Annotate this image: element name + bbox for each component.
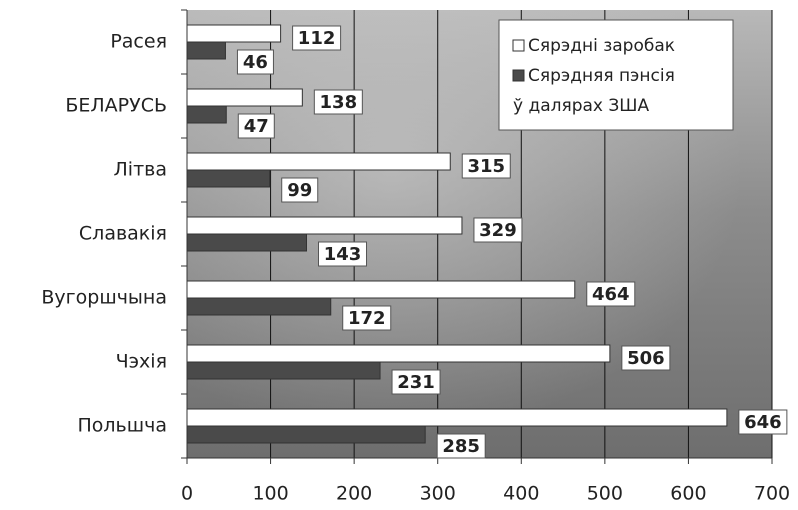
x-tick-label: 300 (420, 483, 456, 505)
legend-label: Сярэдняя пэнсія (528, 66, 675, 86)
value-label: 143 (324, 244, 362, 265)
bar (186, 41, 226, 60)
bar (186, 152, 451, 171)
y-tick-label: Польшча (77, 415, 167, 437)
y-tick-label: БЕЛАРУСЬ (65, 95, 167, 117)
value-label-box (318, 241, 368, 267)
bar (186, 105, 227, 124)
value-label-box (391, 369, 441, 395)
value-label: 646 (744, 412, 782, 433)
x-tick-label: 200 (336, 483, 372, 505)
value-label-box (436, 433, 486, 459)
bar (186, 233, 308, 252)
y-tick-label: Чэхія (116, 351, 167, 373)
y-tick-label: Літва (114, 159, 167, 181)
value-label: 506 (627, 348, 665, 369)
value-label-box (342, 305, 392, 331)
bar (186, 408, 728, 427)
value-label-box (236, 49, 274, 75)
value-label-box (621, 345, 671, 371)
value-label-box (473, 217, 523, 243)
bar (186, 361, 381, 380)
legend-label: Сярэдні заробак (528, 36, 675, 56)
x-tick-label: 100 (252, 483, 288, 505)
bar (186, 216, 463, 235)
x-tick-label: 500 (587, 483, 623, 505)
x-tick-label: 400 (503, 483, 539, 505)
bar (186, 344, 611, 363)
x-tick-label: 0 (181, 483, 193, 505)
y-tick-label: Расея (110, 31, 167, 53)
legend-swatch (512, 69, 525, 82)
x-tick-label: 600 (670, 483, 706, 505)
value-label: 172 (348, 308, 386, 329)
bar (186, 24, 282, 43)
value-label: 464 (592, 284, 630, 305)
value-label-box (313, 89, 363, 115)
units-note: ў далярах ЗША (513, 96, 649, 116)
value-label: 285 (442, 436, 480, 457)
x-tick-label: 700 (754, 483, 790, 505)
value-label-box (237, 113, 275, 139)
bar (186, 88, 303, 107)
value-label: 47 (244, 116, 269, 137)
y-tick-label: Вугоршчына (41, 287, 167, 309)
value-label: 231 (397, 372, 435, 393)
bar (186, 169, 271, 188)
value-label: 315 (467, 156, 505, 177)
legend-swatch (512, 39, 525, 52)
value-label: 99 (287, 180, 312, 201)
value-label-box (461, 153, 511, 179)
value-label: 46 (243, 52, 268, 73)
bar (186, 297, 332, 316)
value-label-box (281, 177, 319, 203)
bar (186, 425, 426, 444)
value-label: 138 (320, 92, 358, 113)
value-label-box (292, 25, 342, 51)
y-tick-label: Славакія (79, 223, 167, 245)
bar (186, 280, 576, 299)
value-label-box (738, 409, 788, 435)
legend-box (498, 19, 734, 131)
value-label-box (586, 281, 636, 307)
legend: Сярэдні заробак Сярэдняя пэнсія ў даляра… (498, 19, 734, 131)
value-label: 112 (298, 28, 336, 49)
value-label: 329 (479, 220, 517, 241)
